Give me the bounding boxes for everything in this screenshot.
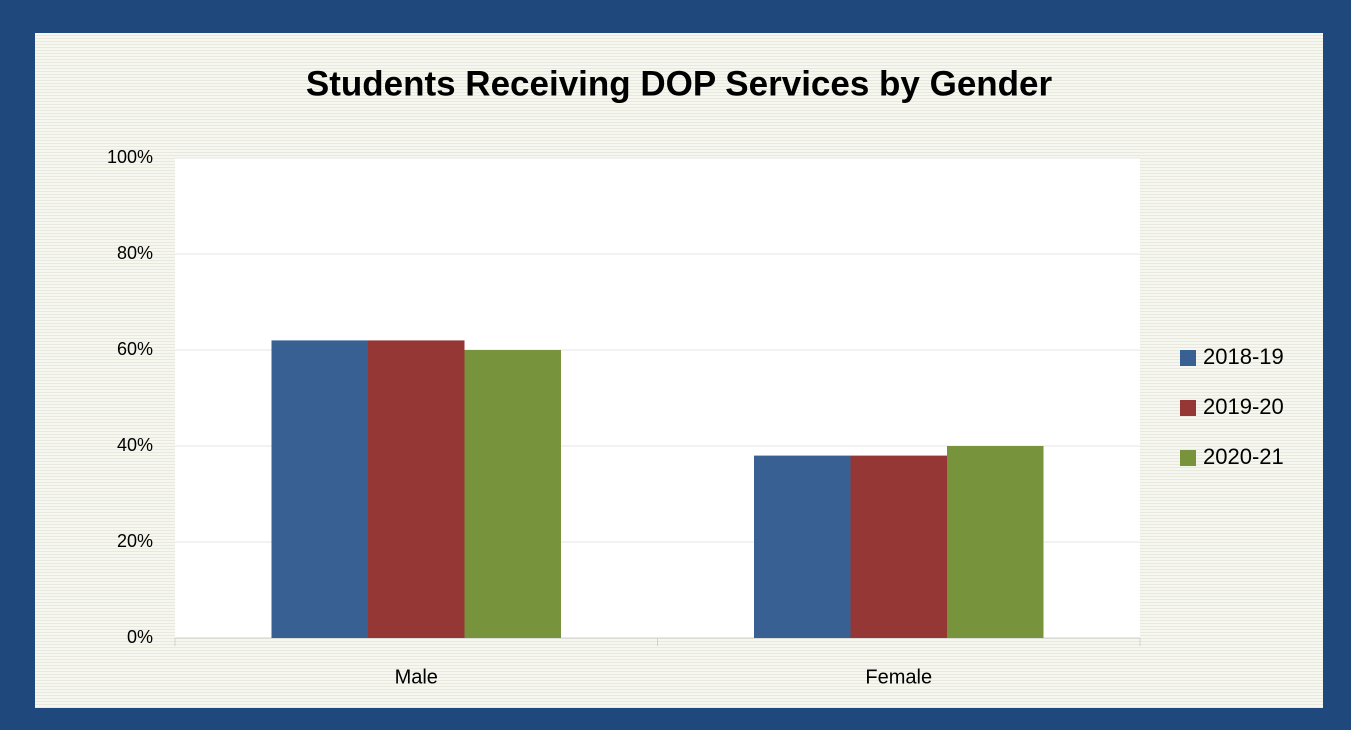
legend-label: 2020-21: [1203, 444, 1284, 469]
y-tick-label: 20%: [117, 531, 153, 551]
legend-label: 2019-20: [1203, 394, 1284, 419]
y-tick-label: 0%: [127, 627, 153, 647]
legend-swatch: [1180, 400, 1196, 416]
bar: [464, 350, 561, 638]
y-tick-label: 100%: [107, 147, 153, 167]
legend-swatch: [1180, 450, 1196, 466]
y-tick-label: 80%: [117, 243, 153, 263]
bar: [368, 340, 465, 638]
bar: [947, 446, 1044, 638]
legend-label: 2018-19: [1203, 344, 1284, 369]
x-tick-label: Male: [395, 666, 438, 688]
legend-swatch: [1180, 350, 1196, 366]
chart-title: Students Receiving DOP Services by Gende…: [306, 64, 1053, 103]
x-tick-label: Female: [865, 666, 932, 688]
bar: [850, 455, 947, 638]
bar: [754, 455, 851, 638]
y-tick-label: 60%: [117, 339, 153, 359]
bar: [271, 340, 368, 638]
y-tick-label: 40%: [117, 435, 153, 455]
